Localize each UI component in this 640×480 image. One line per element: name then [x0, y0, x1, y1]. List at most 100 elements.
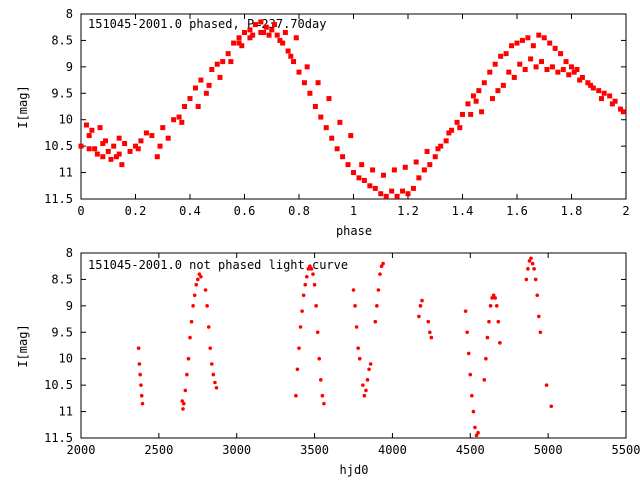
data-point [179, 119, 185, 125]
data-point [320, 393, 325, 398]
x-tick-label: 0.6 [234, 204, 256, 218]
data-point [569, 64, 574, 70]
data-point [191, 304, 195, 308]
data-point [303, 282, 308, 287]
data-point [421, 167, 427, 173]
data-point [274, 32, 280, 38]
data-point [418, 304, 423, 308]
data-point [435, 146, 441, 152]
data-point [345, 162, 351, 168]
data-point [86, 146, 92, 152]
data-point [566, 72, 572, 78]
data-point [78, 143, 84, 149]
data-point [236, 35, 242, 41]
data-point [596, 88, 602, 94]
y-tick-label: 11.5 [44, 431, 73, 445]
data-point [506, 69, 512, 75]
data-point [300, 309, 304, 313]
data-point [136, 346, 141, 350]
data-point [473, 425, 477, 430]
data-point [493, 296, 498, 300]
data-point [530, 261, 535, 266]
data-point [351, 170, 356, 176]
data-point [416, 175, 422, 181]
data-point [541, 35, 547, 41]
data-point [474, 433, 479, 438]
data-point [308, 264, 312, 269]
phased-chart-title: 151045-2001.0 phased, P=237.70day [88, 17, 326, 31]
data-point [340, 154, 346, 160]
data-point [511, 74, 517, 80]
data-point [94, 151, 100, 157]
data-point [329, 135, 335, 141]
data-point [460, 111, 465, 117]
y-tick-label: 11 [59, 166, 73, 180]
data-point [334, 146, 340, 152]
data-point [206, 325, 211, 329]
data-point [138, 372, 142, 377]
data-point [122, 141, 128, 146]
data-point [108, 156, 114, 162]
data-point [487, 69, 493, 75]
y-tick-label: 11 [59, 405, 73, 419]
data-point [319, 378, 323, 382]
x-tick-label: 0.4 [179, 204, 201, 218]
data-point [311, 272, 315, 276]
data-point [351, 288, 356, 292]
x-tick-label: 1.2 [397, 204, 419, 218]
y-tick-label: 10 [59, 352, 73, 366]
data-point [549, 64, 555, 70]
data-point [446, 130, 452, 136]
data-point [258, 19, 264, 25]
data-point [489, 96, 495, 102]
data-point [181, 407, 185, 411]
data-point [357, 356, 362, 361]
data-point [157, 143, 163, 149]
data-point [194, 282, 199, 287]
data-point [373, 319, 378, 324]
data-point [552, 45, 558, 51]
data-point [314, 304, 318, 308]
data-point [496, 319, 501, 324]
data-point [598, 96, 604, 102]
data-point [143, 130, 149, 136]
x-tick-label: 0 [77, 204, 84, 218]
data-point [269, 27, 275, 33]
data-point [476, 88, 482, 94]
data-point [536, 32, 542, 38]
unphased-chart-title: 151045-2001.0 not phased light curve [88, 258, 348, 272]
data-point [577, 77, 583, 83]
data-point [574, 67, 580, 72]
data-point [533, 64, 539, 70]
data-point [100, 141, 106, 146]
data-point [210, 362, 214, 366]
x-tick-label: 2500 [144, 443, 173, 457]
data-point [400, 188, 406, 194]
data-point [139, 393, 144, 398]
unphased-x-axis-label: hjd0 [340, 463, 369, 477]
y-tick-label: 9 [66, 60, 73, 74]
data-point [258, 30, 264, 35]
data-point [203, 90, 209, 96]
data-point [429, 335, 434, 340]
data-point [482, 378, 487, 382]
data-point [203, 288, 208, 292]
data-point [457, 125, 463, 131]
data-point [494, 304, 499, 308]
data-point [484, 356, 488, 361]
data-point [295, 367, 300, 372]
data-point [522, 67, 528, 72]
x-tick-label: 4000 [378, 443, 407, 457]
data-point [89, 127, 95, 133]
data-point [183, 388, 188, 393]
data-point [92, 146, 98, 152]
x-tick-label: 1.6 [506, 204, 528, 218]
data-point [498, 341, 502, 345]
data-point [525, 35, 531, 41]
data-point [485, 335, 490, 340]
data-point [361, 178, 367, 183]
data-point [285, 48, 291, 54]
data-point [391, 167, 397, 173]
data-point [206, 82, 212, 88]
